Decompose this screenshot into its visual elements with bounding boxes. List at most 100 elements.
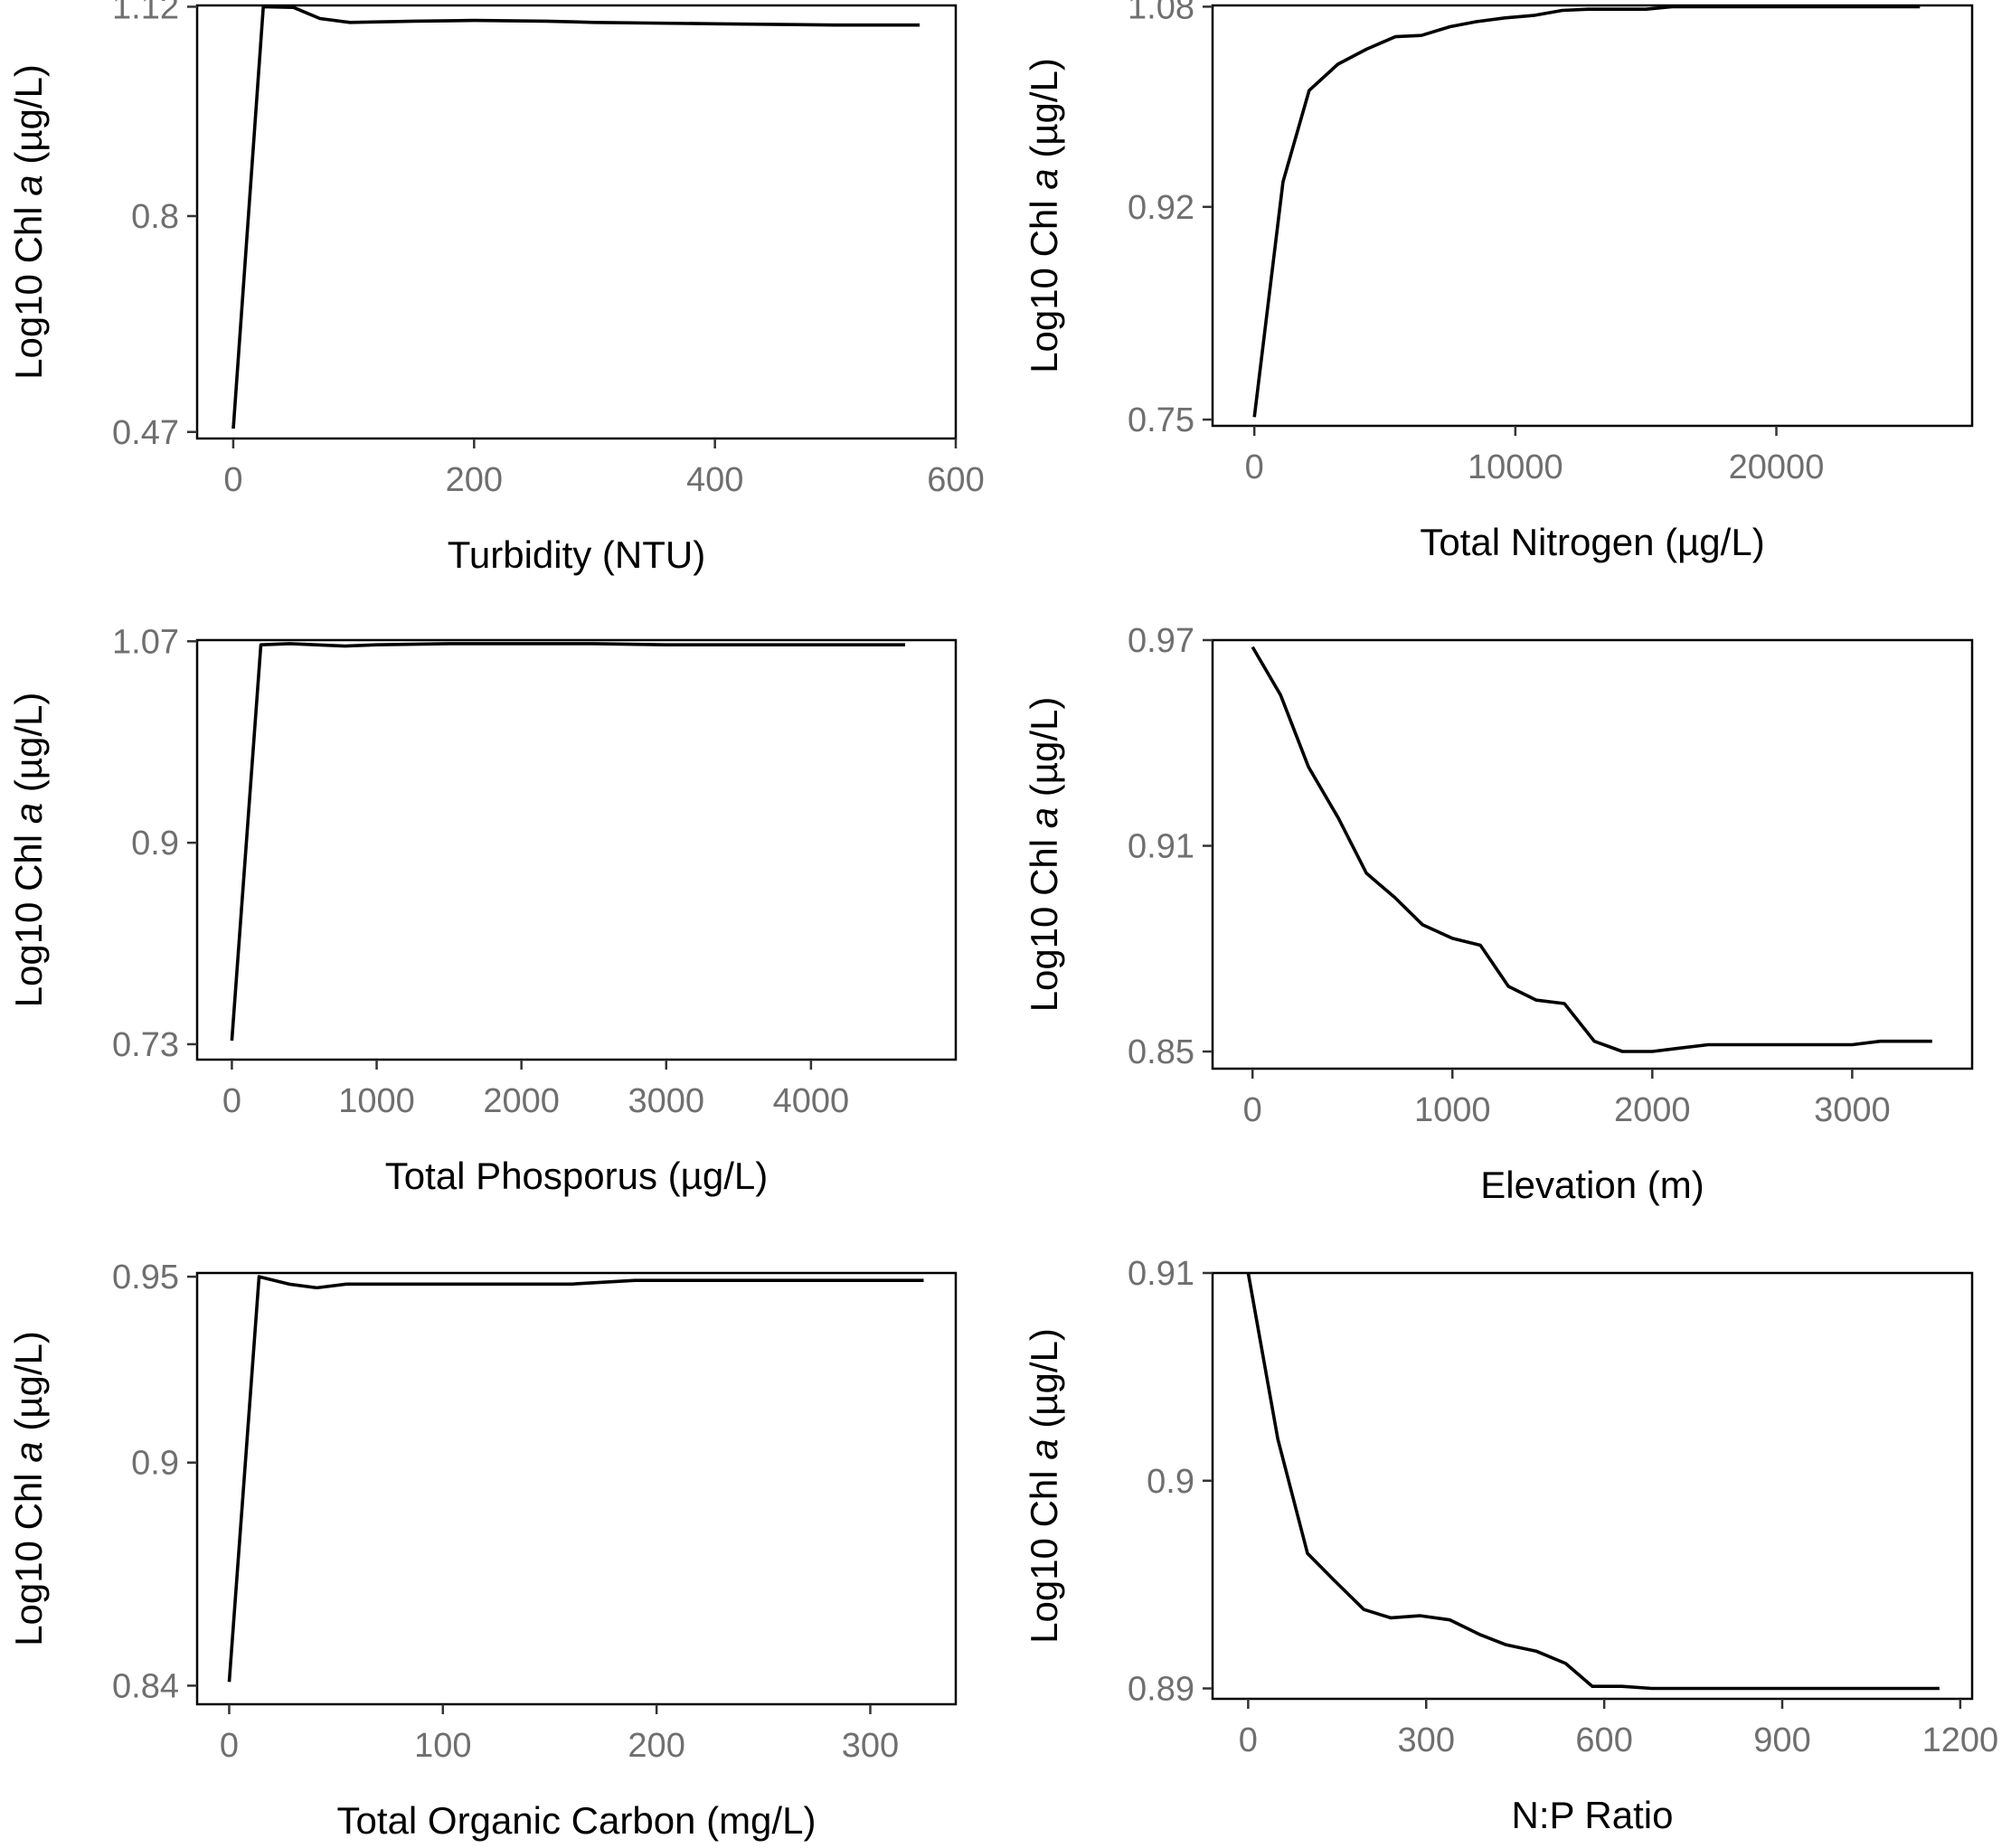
y-axis-title-prefix: Log10 Chl: [1023, 828, 1065, 1012]
x-tick-label: 100: [414, 1727, 471, 1765]
x-axis-title: Turbidity (NTU): [448, 533, 705, 576]
plot-area: [195, 638, 958, 1061]
data-point: [1252, 415, 1256, 419]
x-tick-label: 2000: [483, 1082, 560, 1120]
data-point: [1587, 7, 1591, 11]
y-axis-title-suffix: (µg/L): [1023, 58, 1065, 168]
y-axis-title-suffix: (µg/L): [7, 693, 50, 803]
y-tick-label: 0.84: [112, 1667, 179, 1705]
data-point: [761, 1278, 765, 1282]
y-tick-label: 1.12: [112, 0, 179, 26]
data-point: [697, 1278, 701, 1282]
data-point: [1261, 1354, 1265, 1358]
y-tick-label: 0.8: [131, 198, 179, 236]
y-tick-label: 1.08: [1128, 0, 1194, 26]
y-tick-label: 1.07: [112, 623, 179, 661]
data-point: [1706, 1042, 1710, 1046]
data-point: [1362, 1608, 1365, 1611]
y-axis-title-suffix: (µg/L): [7, 64, 50, 174]
series-line: [230, 642, 905, 1042]
data-point: [1820, 1042, 1824, 1046]
y-axis-title-italic: a: [1023, 1438, 1065, 1459]
data-point: [1592, 1040, 1596, 1043]
data-point: [834, 24, 837, 27]
y-tick-label: 0.9: [131, 825, 179, 863]
data-point: [448, 642, 451, 646]
data-point: [1650, 1050, 1654, 1053]
data-point: [412, 19, 416, 23]
data-point: [230, 1039, 233, 1042]
y-axis-title-prefix: Log10 Chl: [1023, 190, 1065, 373]
y-axis-title-prefix: Log10 Chl: [7, 824, 50, 1007]
x-tick-label: 300: [842, 1727, 899, 1765]
data-point: [1918, 5, 1921, 8]
data-point: [1620, 1050, 1624, 1053]
data-point: [544, 19, 548, 23]
data-point: [520, 642, 524, 646]
data-point: [592, 642, 596, 646]
x-tick-label: 0: [220, 1727, 239, 1765]
data-point: [441, 1282, 445, 1286]
data-point: [1534, 1649, 1538, 1653]
y-tick-label: 0.92: [1128, 189, 1194, 227]
data-point: [1644, 7, 1648, 11]
data-point: [1389, 1616, 1393, 1619]
series-line: [1251, 646, 1932, 1053]
x-tick-label: 3000: [628, 1082, 704, 1120]
series-line: [1246, 1272, 1940, 1691]
data-point: [1620, 1684, 1624, 1688]
x-tick-label: 0: [222, 1082, 241, 1120]
data-point: [1650, 1687, 1654, 1691]
x-axis-title: Total Organic Carbon (mg/L): [337, 1799, 817, 1842]
data-point: [809, 643, 813, 646]
data-point: [1762, 1042, 1766, 1046]
data-point: [826, 1278, 829, 1282]
data-point: [1450, 937, 1454, 940]
y-axis-title: Log10 Chl a (µg/L): [1023, 697, 1065, 1013]
x-tick-label: 400: [686, 461, 743, 499]
data-point: [343, 645, 346, 648]
y-axis-title-italic: a: [7, 1441, 50, 1462]
data-point: [258, 1275, 261, 1278]
data-point: [1931, 1040, 1934, 1043]
data-point: [1419, 1614, 1422, 1617]
y-axis-title: Log10 Chl a (µg/L): [1023, 58, 1065, 373]
x-tick-label: 0: [1243, 1091, 1262, 1129]
data-point: [1364, 872, 1368, 875]
data-point: [1336, 816, 1340, 820]
x-tick-label: 900: [1753, 1721, 1810, 1759]
data-point: [288, 642, 291, 646]
data-point: [1503, 16, 1506, 20]
data-point: [1790, 1042, 1794, 1046]
y-tick-label: 0.95: [112, 1259, 179, 1296]
data-point: [259, 643, 262, 646]
data-point: [592, 21, 596, 24]
y-axis-title-italic: a: [1023, 168, 1065, 189]
data-point: [318, 16, 322, 20]
y-tick-label: 0.75: [1128, 401, 1194, 439]
series-line: [231, 5, 920, 429]
data-point: [231, 427, 235, 430]
x-tick-label: 0: [1239, 1721, 1258, 1759]
plot-area: [1211, 1271, 1974, 1701]
x-tick-label: 4000: [773, 1082, 850, 1120]
y-axis-title: Log10 Chl a (µg/L): [7, 1331, 50, 1646]
data-point: [1505, 1643, 1508, 1646]
data-point: [922, 1278, 926, 1282]
data-point: [665, 643, 668, 646]
y-axis-title: Log10 Chl a (µg/L): [7, 64, 50, 380]
data-point: [713, 22, 717, 25]
data-point: [1478, 1633, 1481, 1636]
x-axis-title: Total Nitrogen (µg/L): [1420, 521, 1764, 563]
data-point: [1306, 1551, 1309, 1555]
data-point: [1563, 1002, 1566, 1005]
data-point: [345, 1282, 348, 1286]
x-tick-label: 1000: [338, 1082, 415, 1120]
data-point: [292, 5, 296, 9]
series-line: [1252, 5, 1921, 418]
data-point: [1591, 1684, 1594, 1688]
data-point: [1251, 646, 1254, 649]
data-point: [1532, 14, 1535, 17]
data-point: [1308, 89, 1311, 92]
